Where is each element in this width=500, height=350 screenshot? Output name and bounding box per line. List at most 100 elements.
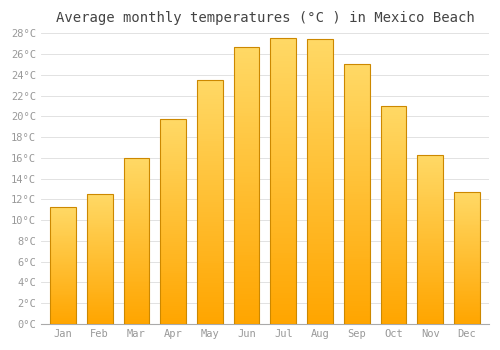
Bar — [344, 316, 370, 319]
Bar — [197, 190, 222, 192]
Bar — [270, 273, 296, 275]
Bar — [234, 304, 260, 307]
Bar — [124, 174, 150, 176]
Bar — [160, 316, 186, 318]
Bar — [124, 239, 150, 241]
Bar — [160, 262, 186, 265]
Bar — [307, 153, 333, 156]
Bar — [270, 107, 296, 110]
Bar — [307, 57, 333, 60]
Bar — [307, 239, 333, 241]
Bar — [197, 209, 222, 212]
Bar — [344, 184, 370, 187]
Bar — [307, 279, 333, 281]
Bar — [234, 263, 260, 266]
Bar — [270, 50, 296, 53]
Bar — [344, 272, 370, 275]
Bar — [234, 66, 260, 69]
Bar — [50, 291, 76, 292]
Bar — [160, 124, 186, 126]
Bar — [454, 225, 479, 226]
Bar — [307, 295, 333, 299]
Bar — [307, 145, 333, 148]
Bar — [270, 216, 296, 218]
Bar — [454, 267, 479, 269]
Bar — [160, 301, 186, 303]
Bar — [197, 97, 222, 99]
Bar — [270, 173, 296, 175]
Bar — [454, 307, 479, 308]
Bar — [124, 306, 150, 307]
Bar — [234, 219, 260, 222]
Bar — [234, 160, 260, 163]
Bar — [87, 320, 112, 321]
Bar — [418, 187, 443, 189]
Bar — [124, 262, 150, 264]
Bar — [307, 136, 333, 139]
Bar — [307, 267, 333, 270]
Bar — [454, 205, 479, 206]
Bar — [50, 322, 76, 323]
Bar — [418, 161, 443, 163]
Bar — [87, 228, 112, 229]
Bar — [234, 199, 260, 202]
Bar — [50, 317, 76, 318]
Bar — [270, 310, 296, 313]
Bar — [307, 287, 333, 290]
Bar — [87, 304, 112, 306]
Bar — [307, 244, 333, 247]
Bar — [454, 314, 479, 315]
Bar — [234, 133, 260, 135]
Bar — [124, 291, 150, 293]
Bar — [307, 42, 333, 45]
Bar — [454, 215, 479, 216]
Bar — [50, 209, 76, 210]
Bar — [50, 270, 76, 271]
Bar — [197, 304, 222, 307]
Bar — [234, 77, 260, 80]
Bar — [160, 167, 186, 169]
Bar — [234, 83, 260, 85]
Bar — [418, 272, 443, 273]
Bar — [418, 309, 443, 310]
Bar — [124, 194, 150, 196]
Bar — [418, 321, 443, 322]
Bar — [124, 158, 150, 324]
Bar — [418, 282, 443, 284]
Bar — [418, 185, 443, 187]
Bar — [270, 121, 296, 124]
Bar — [418, 212, 443, 214]
Bar — [234, 166, 260, 169]
Bar — [454, 271, 479, 273]
Bar — [160, 201, 186, 203]
Bar — [234, 130, 260, 133]
Bar — [197, 253, 222, 256]
Bar — [454, 302, 479, 303]
Bar — [234, 235, 260, 238]
Bar — [380, 300, 406, 302]
Bar — [197, 180, 222, 182]
Bar — [344, 228, 370, 231]
Bar — [50, 214, 76, 215]
Bar — [307, 133, 333, 136]
Bar — [124, 293, 150, 294]
Bar — [270, 38, 296, 324]
Bar — [87, 277, 112, 279]
Bar — [197, 112, 222, 114]
Bar — [270, 170, 296, 173]
Bar — [454, 229, 479, 230]
Bar — [87, 233, 112, 235]
Bar — [270, 144, 296, 147]
Bar — [124, 211, 150, 213]
Bar — [87, 298, 112, 299]
Bar — [307, 60, 333, 62]
Bar — [344, 98, 370, 101]
Bar — [454, 309, 479, 311]
Bar — [160, 144, 186, 146]
Bar — [454, 252, 479, 253]
Bar — [197, 107, 222, 109]
Bar — [307, 281, 333, 284]
Bar — [87, 245, 112, 246]
Bar — [234, 149, 260, 152]
Bar — [344, 295, 370, 298]
